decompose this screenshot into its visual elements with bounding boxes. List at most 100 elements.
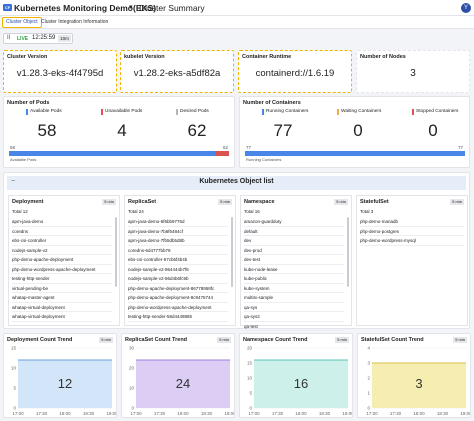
list-row[interactable]: php-demo-wordpress-apache-deployment [12, 265, 112, 274]
legend-swatch [412, 109, 414, 115]
list-row[interactable]: php-demo-apache-deployment [12, 255, 112, 265]
list-row[interactable]: whatap-master-agent [12, 293, 112, 303]
object-panel: StatefulSet 5 min Total 3 php-demo-mariadb p… [356, 195, 468, 326]
app-name[interactable]: Kubernetes Monitoring Demo(EKS) [14, 3, 157, 13]
legend-swatch [176, 109, 178, 115]
list-row[interactable]: apm-java-demo-7fb5db5d8b [128, 236, 228, 246]
list-row[interactable]: amazon-guardduty [244, 217, 344, 227]
x-tick-label: 17:00 [248, 411, 260, 416]
y-tick-label: 10 [247, 376, 253, 381]
y-tick-label: 1 [367, 391, 370, 396]
list-row[interactable]: php-demo-apache-deployment-8c9475744 [128, 293, 228, 303]
list-row[interactable]: coredns-6d4777bb79 [128, 246, 228, 255]
y-tick-label: 3 [367, 361, 370, 366]
list-row[interactable]: php-demo-wordpress-apache-deployment [128, 303, 228, 312]
y-tick-label: 4 [367, 346, 370, 351]
list-row[interactable]: coredns [12, 227, 112, 236]
trend-panel: StatefulSet Count Trend 5 min 0 1 2 3 4 17:00 17… [357, 333, 471, 418]
list-row[interactable]: nodejs-sample-v2-864444b7f6 [128, 265, 228, 274]
list-row[interactable]: testing-http-sender [12, 274, 112, 284]
list-row[interactable]: dev-prod [244, 246, 344, 255]
collapse-icon[interactable]: − [11, 178, 16, 185]
item-label: Running Containers [266, 109, 309, 114]
bar-segment [245, 151, 465, 156]
trend-area [18, 360, 112, 408]
tab[interactable]: Cluster Integration Information [41, 19, 109, 25]
info-card-title: Number of Nodes [360, 54, 406, 60]
list-row[interactable]: dev-test [244, 255, 344, 265]
list-row[interactable]: whatap-virtual-deployment [12, 312, 112, 322]
card-title: Number of Containers [243, 100, 301, 106]
y-tick-label: 15 [247, 361, 253, 366]
list-row[interactable]: php-demo-wordpress-mysql [360, 236, 464, 246]
bar-end-label: 62 [222, 145, 228, 150]
panel-badge: 5 min [334, 199, 348, 205]
list-row[interactable]: apm-java-demo-6f6bb9776d [128, 217, 228, 227]
list-row[interactable]: nodejs-sample-v2-86d4b6fc9b [128, 274, 228, 284]
trend-area [254, 360, 348, 408]
trend-title: Namespace Count Trend [243, 337, 308, 343]
avatar[interactable]: Y [461, 3, 471, 13]
list-row[interactable]: virtual-pending-be [12, 284, 112, 293]
info-card-value: v1.28.3-eks-4f4795d [16, 68, 104, 79]
legend-swatch [337, 109, 339, 115]
list-row[interactable]: default [244, 227, 344, 236]
trend-value: 12 [58, 376, 72, 391]
list-row[interactable]: apm-java-demo [12, 217, 112, 227]
trend-area [372, 363, 466, 408]
list-row[interactable]: whatap-virtual-deployment [12, 303, 112, 312]
list-row[interactable]: php-demo-apache-deployment-86778958fc [128, 284, 228, 293]
panel-total: Total 3 [360, 209, 374, 214]
item-value: 0 [353, 121, 363, 140]
info-card-value: 3 [410, 68, 416, 79]
list-row[interactable]: ebs-csi-controller [12, 236, 112, 246]
list-row[interactable]: multitx-sample [244, 293, 344, 303]
panel-title: Deployment [12, 199, 44, 205]
y-tick-label: 5 [249, 391, 252, 396]
item-value: 58 [37, 121, 57, 140]
list-row[interactable]: qa-sys2 [244, 312, 344, 322]
x-tick-label: 19:00 [342, 411, 352, 416]
list-row[interactable]: qa-sys [244, 303, 344, 312]
info-card: Cluster Version v1.28.3-eks-4f4795d [3, 50, 117, 93]
list-row[interactable]: kube-system [244, 284, 344, 293]
page-title: Cluster Summary [139, 3, 205, 13]
x-tick-label: 19:00 [460, 411, 470, 416]
y-tick-label: 20 [247, 346, 253, 351]
list-row[interactable]: qa-test [244, 322, 344, 331]
trend-title: ReplicaSet Count Trend [125, 337, 188, 343]
list-row[interactable]: dev [244, 236, 344, 246]
x-tick-label: 17:00 [130, 411, 142, 416]
item-label: Desired Pods [180, 109, 209, 114]
bar-caption: Running Containers [246, 157, 282, 162]
panel-badge: 5 min [450, 199, 464, 205]
list-row[interactable]: kube-node-lease [244, 265, 344, 274]
list-row[interactable]: php-demo-postgres [360, 227, 464, 236]
panel-title: ReplicaSet [128, 199, 157, 205]
list-row[interactable]: ebs-csi-controller-57cb6f4b4b [128, 255, 228, 265]
panel-total: Total 12 [12, 209, 28, 214]
panel-total: Total 16 [244, 209, 260, 214]
list-row[interactable]: nodejs-sample-v2 [12, 246, 112, 255]
list-row[interactable]: testing-http-sender-58d4449885 [128, 312, 228, 322]
x-tick-label: 19:00 [224, 411, 234, 416]
bar-end-label: 77 [457, 145, 463, 150]
object-list-title: Kubernetes Object list [199, 178, 274, 185]
list-row[interactable]: apm-java-demo-7b6f6484cf [128, 227, 228, 236]
item-label: Available Pods [30, 109, 62, 114]
app-caret: ▾ [129, 4, 133, 11]
bar-segment [9, 151, 215, 156]
pause-button[interactable]: II [7, 35, 11, 41]
bar-caption: Available Pods [10, 157, 37, 162]
logo: CF [3, 4, 12, 11]
item-value: 0 [428, 121, 438, 140]
y-tick-label: 5 [13, 386, 16, 391]
range-badge[interactable]: 10m [58, 35, 71, 42]
list-row[interactable]: kube-public [244, 274, 344, 284]
tab-active[interactable]: Cluster Object [2, 17, 42, 28]
x-tick-label: 17:30 [390, 411, 402, 416]
trend-title: Deployment Count Trend [7, 337, 73, 343]
list-row[interactable]: php-demo-mariadb [360, 217, 464, 227]
trend-chart: 0 5 10 15 17:00 17:30 18:00 18:30 19:00 12 [11, 346, 116, 417]
y-tick-label: 2 [367, 376, 370, 381]
